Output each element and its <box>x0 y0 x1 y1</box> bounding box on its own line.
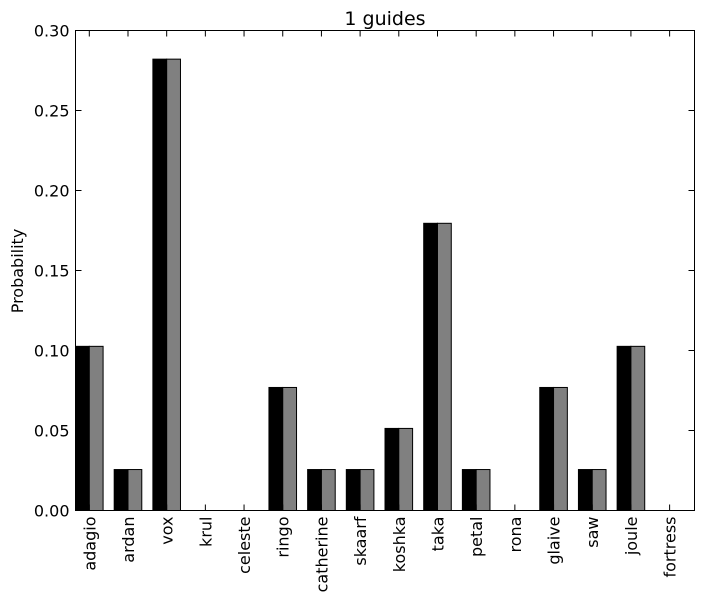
bar-catherine-series-2 <box>320 469 336 512</box>
bar-adagio-series-1 <box>75 345 90 511</box>
chart-title: 1 guides <box>344 8 425 30</box>
bar-glaive-series-1 <box>539 386 555 511</box>
bar-skaarf-series-1 <box>345 469 361 512</box>
y-tick-label: 0.25 <box>34 102 70 121</box>
bar-koshka-series-2 <box>398 427 414 512</box>
bar-catherine-series-1 <box>307 469 322 512</box>
x-tick-label-ardan: ardan <box>119 517 138 563</box>
y-tick-label: 0.15 <box>34 262 70 281</box>
x-tick-label-taka: taka <box>428 517 447 552</box>
bar-ringo-series-1 <box>268 386 284 511</box>
y-tick-label: 0.05 <box>34 422 70 441</box>
bar-ardan-series-2 <box>127 469 143 512</box>
y-tick-label: 0.30 <box>34 22 70 41</box>
x-tick-label-glaive: glaive <box>545 517 564 565</box>
x-tick-label-koshka: koshka <box>390 517 409 573</box>
x-tick-label-celeste: celeste <box>235 517 254 574</box>
bar-vox-series-2 <box>166 58 181 511</box>
y-tick-label: 0.00 <box>34 502 70 521</box>
x-tick-label-skaarf: skaarf <box>351 516 370 566</box>
x-tick-label-rona: rona <box>506 517 525 553</box>
bar-glaive-series-2 <box>553 386 568 511</box>
x-tick-label-ringo: ringo <box>274 517 293 558</box>
bar-petal-series-1 <box>461 469 477 512</box>
bar-saw-series-2 <box>591 469 607 512</box>
bar-taka-series-2 <box>436 222 452 512</box>
x-tick-label-krul: krul <box>196 517 215 547</box>
bar-taka-series-1 <box>423 222 438 512</box>
y-axis-label: Probability <box>8 229 27 314</box>
bars-layer <box>75 58 646 512</box>
bar-ringo-series-2 <box>282 386 298 511</box>
y-axis: 0.00 0.05 0.10 0.15 0.20 0.25 0.30 <box>34 22 695 521</box>
bar-vox-series-1 <box>152 58 168 511</box>
x-tick-label-catherine: catherine <box>312 517 331 593</box>
x-tick-label-petal: petal <box>467 517 486 558</box>
bar-koshka-series-1 <box>384 427 400 512</box>
bar-petal-series-2 <box>475 469 491 512</box>
bar-adagio-series-2 <box>88 345 104 511</box>
x-tick-label-saw: saw <box>583 517 602 548</box>
y-tick-label: 0.20 <box>34 182 70 201</box>
x-tick-label-joule: joule <box>622 517 641 557</box>
y-tick-label: 0.10 <box>34 342 70 361</box>
x-axis: adagio ardan vox krul celeste ringo catherine s… <box>80 30 680 593</box>
bar-joule-series-1 <box>616 345 632 511</box>
x-tick-label-vox: vox <box>158 517 177 545</box>
bar-skaarf-series-2 <box>359 469 375 512</box>
x-tick-label-adagio: adagio <box>80 517 99 571</box>
bar-ardan-series-1 <box>113 469 129 512</box>
bar-joule-series-2 <box>630 345 646 511</box>
x-tick-label-fortress: fortress <box>661 517 680 578</box>
bar-saw-series-1 <box>577 469 593 512</box>
